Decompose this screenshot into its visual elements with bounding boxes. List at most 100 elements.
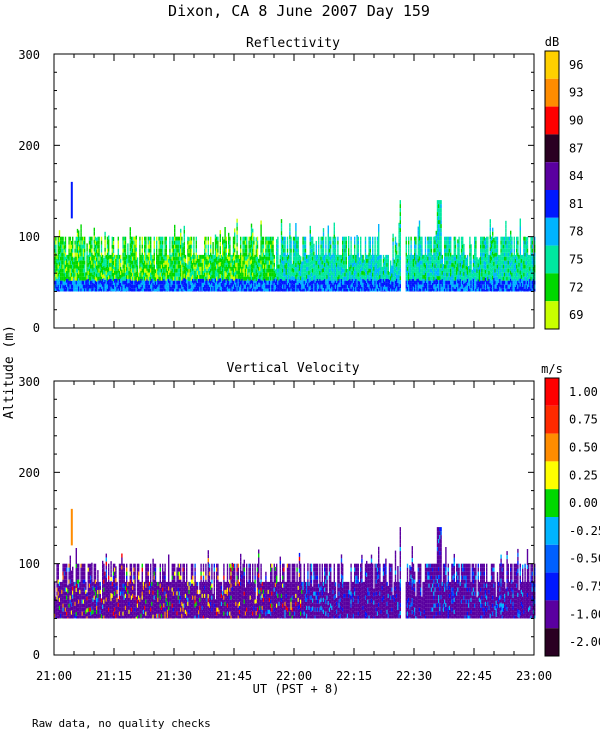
data-cell: [289, 263, 291, 268]
data-cell: [446, 256, 448, 261]
data-cell: [111, 260, 113, 265]
data-cell: [164, 240, 166, 245]
data-cell: [147, 276, 149, 281]
data-cell: [494, 260, 496, 265]
data-cell: [432, 274, 434, 279]
data-cell: [355, 282, 357, 287]
data-cell: [214, 270, 217, 275]
data-cell: [444, 276, 446, 281]
data-cell: [330, 236, 332, 241]
data-cell: [274, 273, 277, 278]
data-cell: [334, 256, 337, 261]
data-cell: [207, 280, 209, 285]
data-cell: [93, 243, 95, 248]
data-cell: [522, 258, 524, 263]
data-cell: [290, 236, 292, 241]
data-cell: [312, 264, 314, 269]
data-cell: [405, 256, 407, 261]
data-cell: [405, 248, 407, 253]
data-cell: [192, 262, 194, 267]
data-cell: [426, 274, 428, 279]
data-cell: [374, 252, 376, 257]
data-cell: [190, 272, 193, 277]
data-cell: [295, 267, 297, 271]
data-cell: [244, 276, 247, 281]
data-cell: [493, 237, 495, 242]
data-cell: [236, 278, 238, 283]
data-cell: [501, 256, 503, 261]
data-cell: [308, 278, 310, 283]
data-cell: [104, 259, 106, 264]
data-cell: [457, 255, 459, 260]
data-cell: [519, 218, 521, 223]
data-cell: [529, 274, 531, 279]
data-cell: [445, 252, 447, 257]
data-cell: [117, 236, 119, 241]
data-cell: [427, 240, 429, 245]
data-cell: [476, 281, 478, 286]
data-cell: [438, 244, 440, 249]
data-cell: [420, 248, 422, 253]
data-cell: [405, 276, 407, 281]
data-cell: [489, 235, 491, 240]
data-cell: [327, 241, 329, 246]
data-cell: [261, 260, 263, 265]
data-cell: [90, 252, 92, 257]
data-cell: [214, 234, 217, 239]
data-cell: [246, 264, 248, 269]
data-cell: [289, 239, 291, 244]
data-cell: [260, 280, 262, 285]
data-cell: [206, 286, 208, 291]
data-cell: [336, 286, 338, 291]
data-cell: [525, 273, 527, 278]
data-cell: [62, 256, 64, 261]
data-cell: [283, 276, 285, 281]
data-cell: [172, 240, 175, 245]
data-cell: [337, 268, 339, 273]
data-cell: [486, 260, 488, 265]
data-cell: [518, 278, 520, 283]
data-cell: [247, 290, 249, 292]
data-cell: [295, 227, 297, 231]
data-cell: [120, 262, 122, 267]
data-cell: [357, 256, 359, 261]
data-cell: [496, 236, 499, 241]
data-cell: [60, 284, 62, 289]
data-cell: [109, 290, 111, 292]
data-cell: [326, 262, 328, 267]
data-cell: [87, 266, 89, 271]
data-cell: [453, 260, 455, 265]
data-cell: [249, 264, 251, 269]
data-cell: [69, 244, 71, 249]
data-cell: [429, 276, 431, 281]
data-cell: [258, 274, 260, 279]
data-cell: [236, 266, 238, 271]
data-cell: [210, 240, 212, 245]
data-cell: [349, 262, 351, 267]
data-cell: [170, 266, 172, 271]
data-cell: [350, 264, 352, 269]
data-cell: [360, 240, 362, 245]
data-cell: [178, 260, 181, 265]
data-cell: [384, 261, 386, 266]
data-cell: [518, 274, 520, 279]
data-cell: [464, 262, 466, 267]
data-cell: [238, 266, 241, 271]
data-cell: [80, 256, 82, 261]
data-cell: [182, 247, 184, 252]
data-cell: [295, 255, 297, 259]
data-cell: [175, 248, 177, 253]
data-cell: [468, 290, 470, 292]
data-cell: [140, 270, 142, 275]
data-cell: [465, 277, 467, 282]
data-cell: [482, 272, 484, 277]
data-cell: [487, 252, 489, 257]
data-cell: [466, 254, 469, 259]
data-cell: [165, 236, 167, 241]
data-cell: [501, 260, 503, 265]
data-cell: [304, 264, 307, 269]
data-cell: [460, 240, 463, 245]
data-cell: [123, 240, 125, 245]
data-cell: [428, 288, 430, 292]
data-cell: [208, 266, 211, 271]
